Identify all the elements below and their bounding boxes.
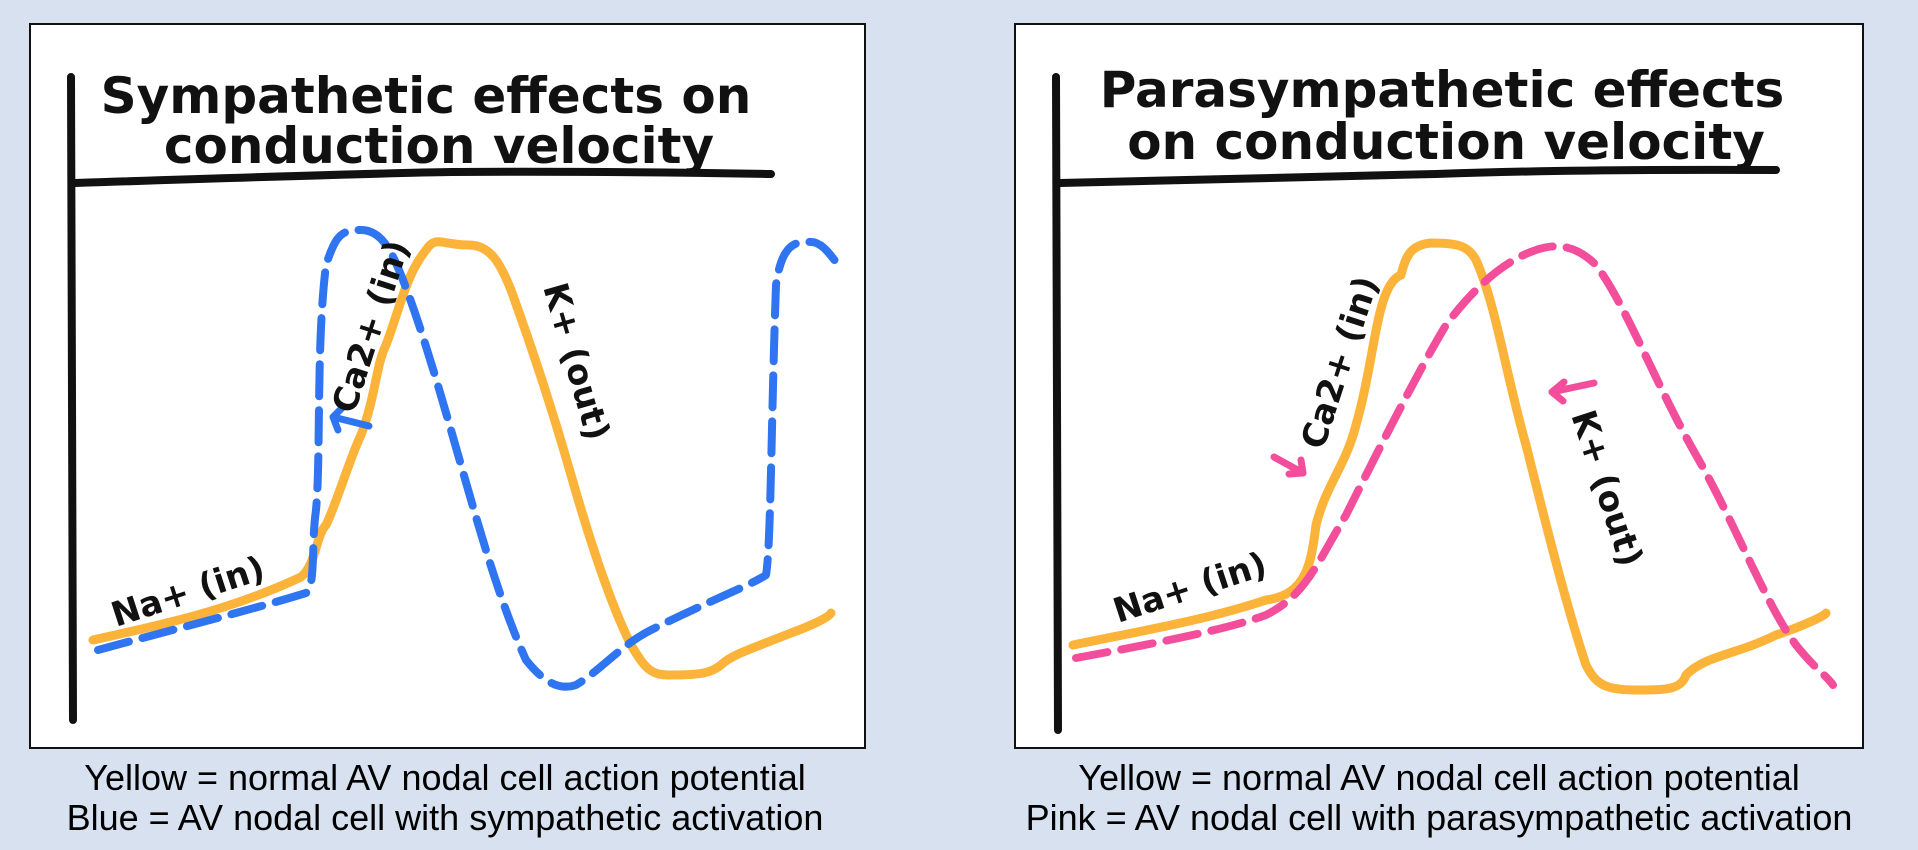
caption-line2: Pink = AV nodal cell with parasympatheti… xyxy=(1025,797,1853,838)
parasympathetic-arrow-icon-1 xyxy=(1270,453,1307,478)
caption-line1: Yellow = normal AV nodal cell action pot… xyxy=(84,757,806,798)
parasympathetic-action-potential-curve xyxy=(1072,242,1837,689)
sympathetic-panel: Sympathetic effects on conduction veloci… xyxy=(29,23,866,749)
sympathetic-title-line1: Sympathetic effects on xyxy=(101,67,752,125)
parasympathetic-arrow-icon-2 xyxy=(1548,378,1598,405)
sympathetic-diagram: Sympathetic effects on conduction veloci… xyxy=(67,67,840,724)
sympathetic-arrow-icon xyxy=(329,403,373,434)
caption-line1: Yellow = normal AV nodal cell action pot… xyxy=(1078,757,1800,798)
sympathetic-caption: Yellow = normal AV nodal cell action pot… xyxy=(0,758,890,838)
parasympathetic-caption: Yellow = normal AV nodal cell action pot… xyxy=(960,758,1918,838)
ca-label: Ca2+ (in) xyxy=(325,235,418,417)
y-axis xyxy=(67,73,77,724)
parasympathetic-panel: Parasympathetic effects on conduction ve… xyxy=(1014,23,1864,749)
parasympathetic-diagram: Parasympathetic effects on conduction ve… xyxy=(1052,61,1837,734)
sympathetic-action-potential-curve xyxy=(94,226,840,691)
normal-action-potential-curve xyxy=(88,237,836,680)
normal-action-potential-curve xyxy=(1068,238,1831,695)
parasympathetic-title-line1: Parasympathetic effects xyxy=(1100,61,1785,119)
caption-line2: Blue = AV nodal cell with sympathetic ac… xyxy=(66,797,824,838)
k-label: K+ (out) xyxy=(1562,405,1650,571)
x-axis xyxy=(71,167,775,187)
x-axis xyxy=(1056,165,1780,187)
k-label: K+ (out) xyxy=(534,278,617,444)
sympathetic-title-line2: conduction velocity xyxy=(164,117,714,175)
y-axis xyxy=(1052,73,1062,734)
parasympathetic-title-line2: on conduction velocity xyxy=(1127,113,1765,171)
